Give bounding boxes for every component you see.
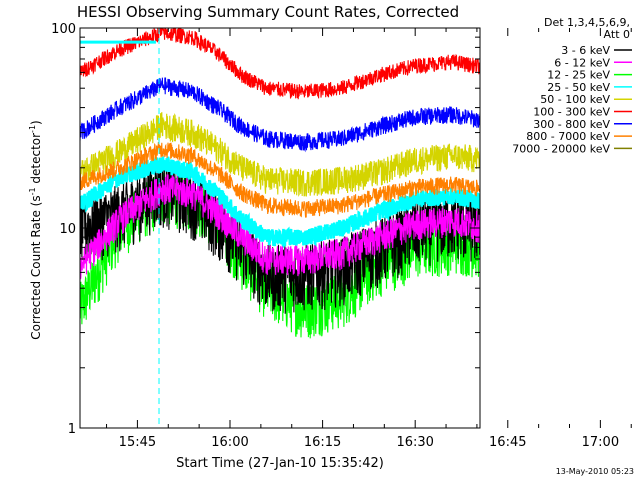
legend-label-1: 6 - 12 keV (554, 56, 610, 69)
legend-header-line-1: Det 1,3,4,5,6,9, (544, 16, 630, 29)
x-tick-label-3: 16:30 (396, 435, 433, 450)
y-axis: 1 10 100 (51, 22, 480, 437)
legend-label-5: 100 - 300 keV (533, 106, 610, 119)
y-tick-label-0: 1 (68, 422, 76, 437)
legend-label-3: 25 - 50 keV (547, 81, 610, 94)
series-line-3 (80, 156, 480, 249)
footer-timestamp: 13-May-2010 05:23 (556, 467, 634, 476)
legend-header-line-2: Att 0 (604, 28, 630, 41)
legend-label-0: 3 - 6 keV (561, 44, 610, 57)
x-tick-label-4: 16:45 (489, 435, 526, 450)
x-tick-label-1: 16:00 (211, 435, 248, 450)
legend-label-2: 12 - 25 keV (547, 69, 610, 82)
series-line-7 (80, 141, 480, 218)
x-tick-label-0: 15:45 (119, 435, 156, 450)
y-axis-label: Corrected Count Rate (s-1 detector-1) (28, 120, 43, 339)
legend-label-6: 300 - 800 keV (533, 118, 610, 131)
series-line-1 (80, 174, 480, 280)
x-axis-label: Start Time (27-Jan-10 15:35:42) (176, 456, 384, 471)
series-line-4 (80, 112, 480, 197)
legend-label-8: 7000 - 20000 keV (512, 142, 610, 155)
x-tick-label-5: 17:00 (582, 435, 619, 450)
legend-label-4: 50 - 100 keV (540, 93, 610, 106)
chart-title: HESSI Observing Summary Count Rates, Cor… (77, 3, 459, 21)
plot-area (80, 28, 480, 428)
y-tick-label-2: 100 (51, 22, 76, 37)
series-line-6 (80, 77, 480, 153)
x-tick-label-2: 16:15 (304, 435, 341, 450)
legend-label-7: 800 - 7000 keV (526, 130, 610, 143)
y-tick-label-1: 10 (59, 222, 76, 237)
